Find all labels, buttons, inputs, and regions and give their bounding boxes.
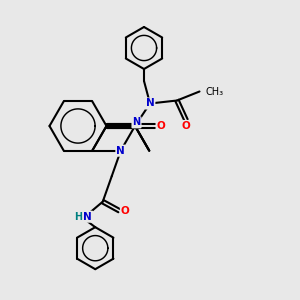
Text: CH₃: CH₃ (206, 86, 224, 97)
Text: N: N (132, 117, 141, 128)
Text: N: N (146, 98, 154, 109)
Text: N: N (116, 146, 125, 156)
Text: O: O (157, 121, 166, 131)
Text: H: H (74, 212, 82, 222)
Text: N: N (83, 212, 92, 222)
Text: O: O (121, 206, 130, 216)
Text: O: O (182, 121, 190, 131)
